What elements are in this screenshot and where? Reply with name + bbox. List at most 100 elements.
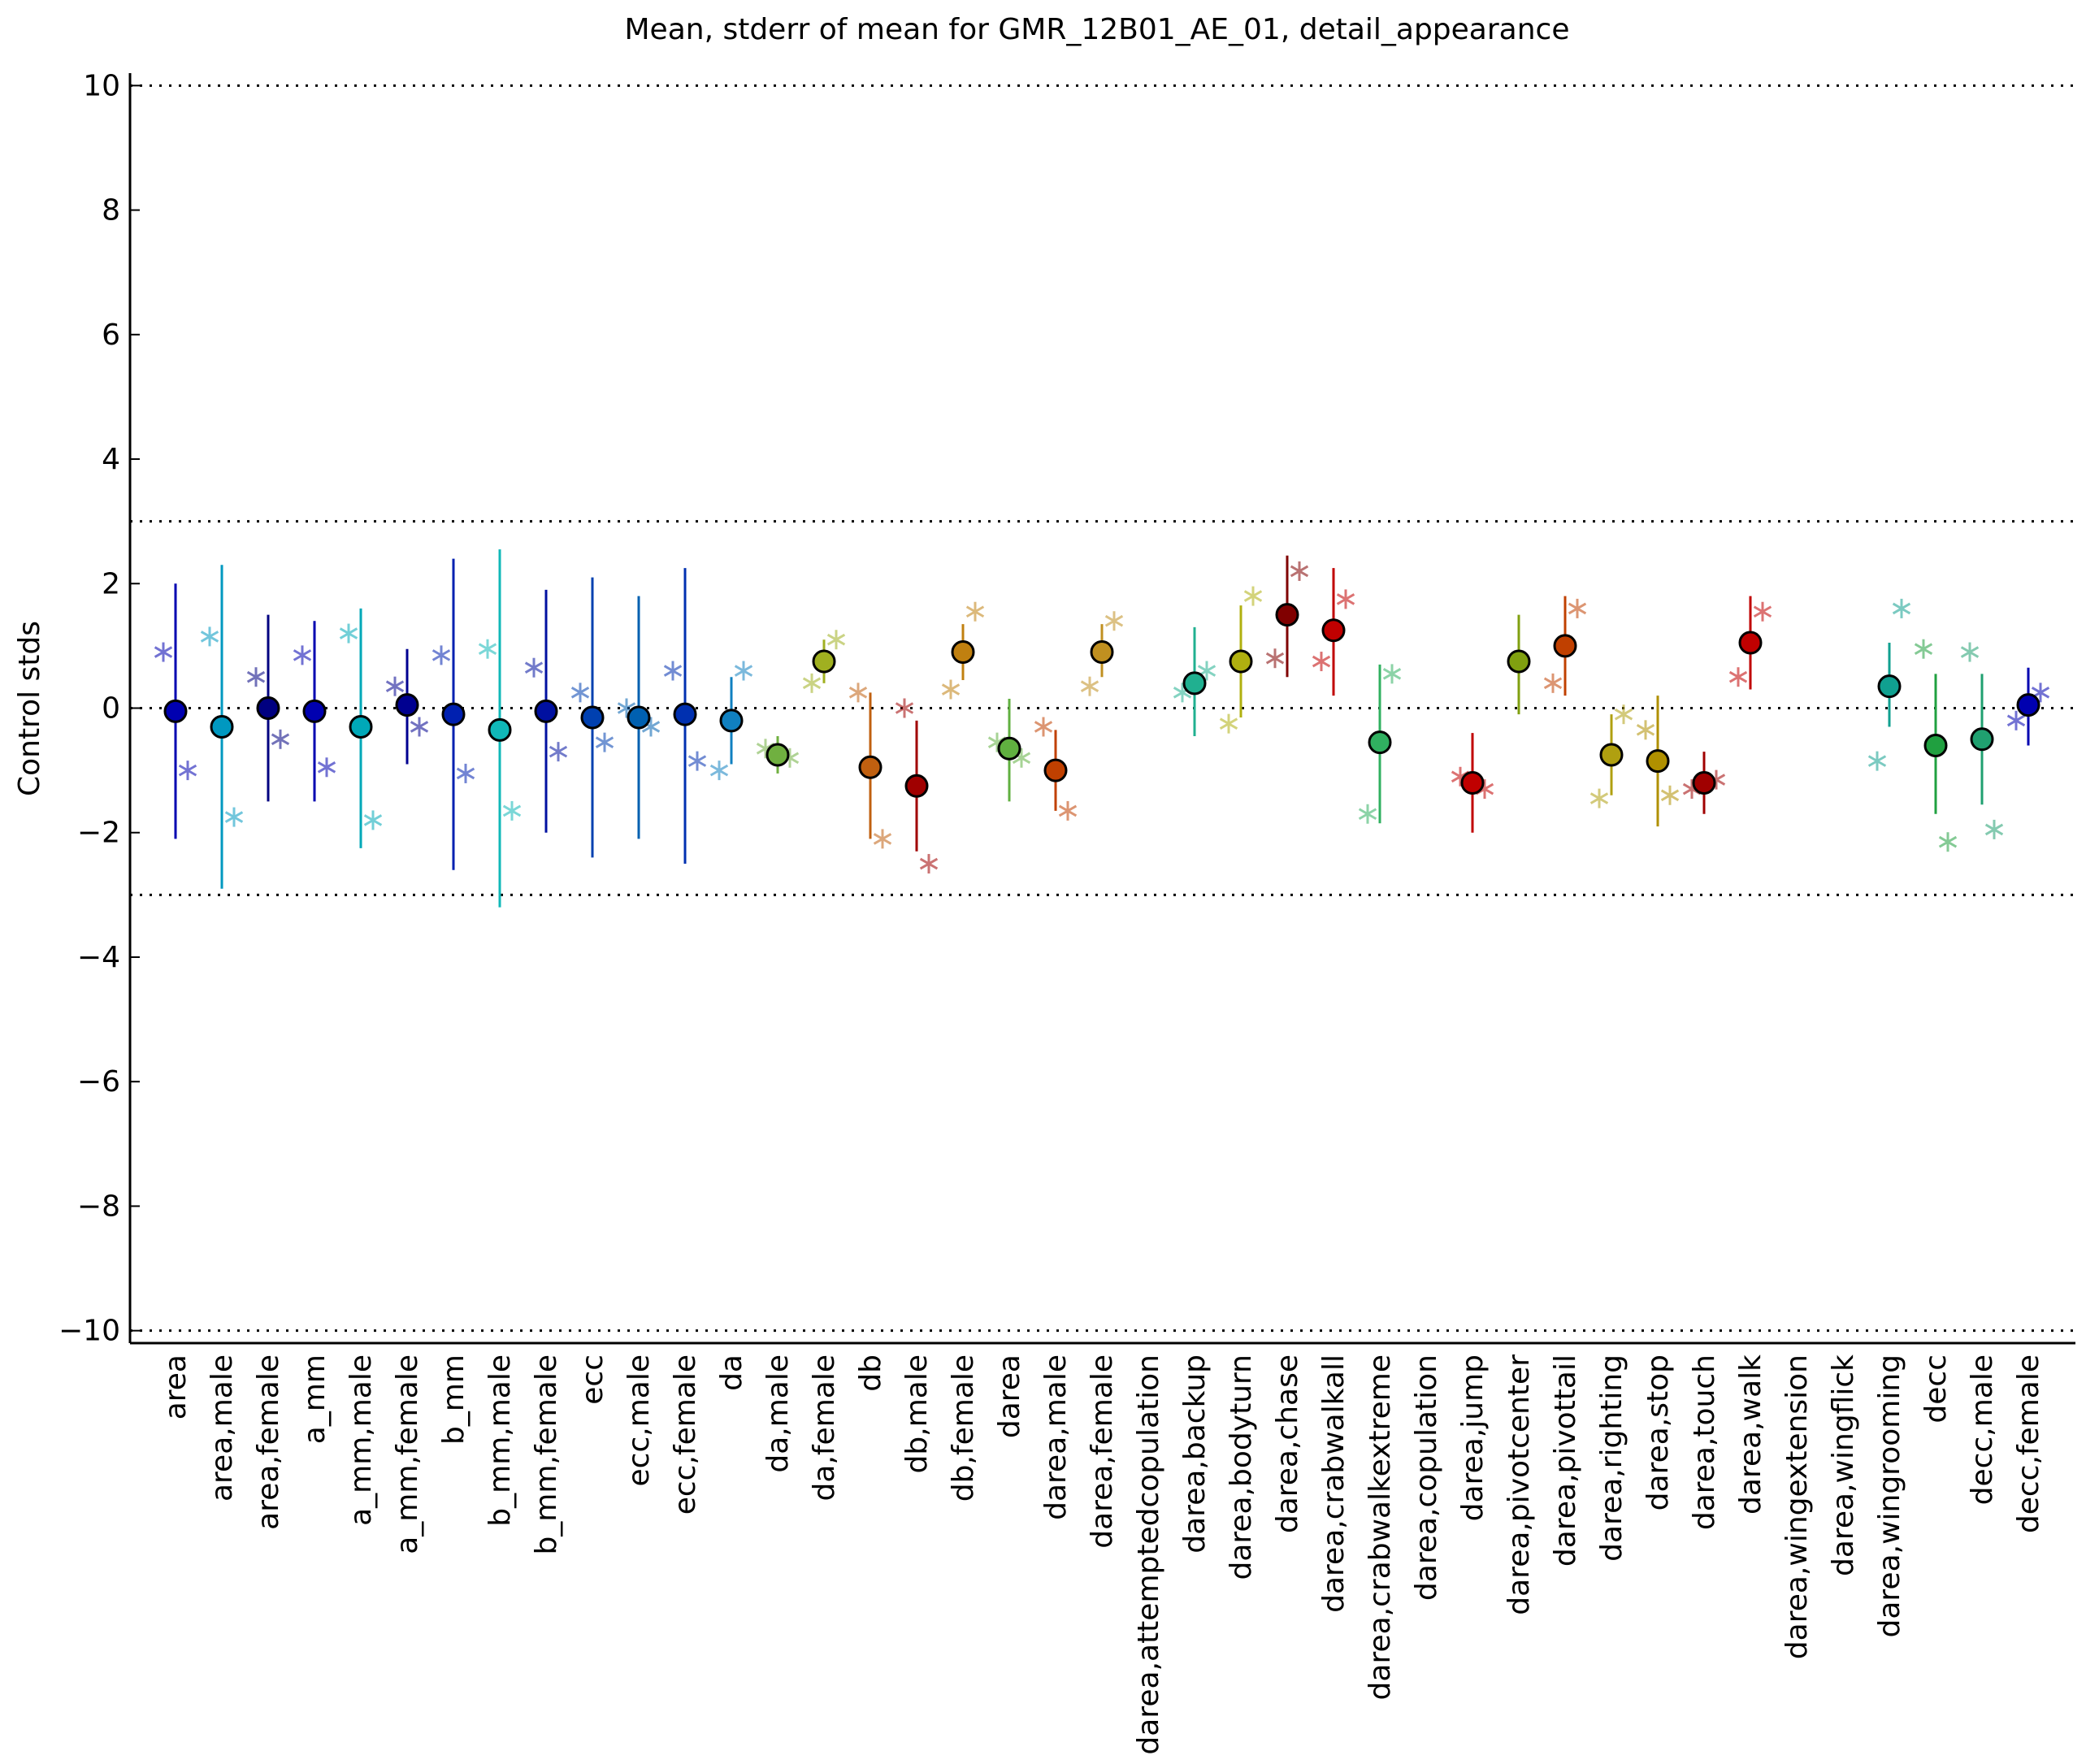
- asterisk-marker: [339, 623, 358, 644]
- y-tick-label: 0: [102, 692, 120, 726]
- x-tick-label: da,female: [808, 1354, 841, 1501]
- y-tick-label: 6: [102, 319, 120, 352]
- mean-marker: [1599, 743, 1624, 767]
- y-tick-label: 4: [102, 443, 120, 476]
- asterisk-marker: [595, 732, 614, 752]
- asterisk-marker: [154, 642, 173, 662]
- asterisk-marker: [549, 742, 568, 762]
- mean-marker: [2016, 693, 2040, 717]
- mean-marker: [488, 717, 512, 742]
- x-tick-label: decc,male: [1966, 1354, 1999, 1505]
- mean-marker: [1970, 727, 1994, 752]
- asterisk-marker: [246, 667, 266, 687]
- asterisk-marker: [1960, 642, 1980, 662]
- x-tick-label: darea,wingextension: [1780, 1354, 1814, 1659]
- asterisk-marker: [502, 800, 522, 821]
- mean-marker: [997, 736, 1021, 761]
- asterisk-marker: [1614, 704, 1633, 725]
- x-tick-label: darea,touch: [1688, 1354, 1721, 1530]
- chart-title: Mean, stderr of mean for GMR_12B01_AE_01…: [624, 13, 1569, 46]
- x-tick-label: a_mm,male: [345, 1354, 378, 1526]
- x-tick-label: darea,crabwalkall: [1317, 1354, 1351, 1613]
- x-tick-label: b_mm,female: [530, 1354, 563, 1555]
- x-tick-label: a_mm,female: [391, 1354, 424, 1554]
- mean-marker: [951, 640, 975, 665]
- x-tick-label: darea,crabwalkextreme: [1364, 1354, 1397, 1700]
- x-tick-label: da,male: [761, 1354, 795, 1473]
- y-tick-label: −2: [77, 817, 120, 850]
- x-tick-label: darea,wingrooming: [1873, 1354, 1906, 1638]
- asterisk-marker: [848, 683, 868, 703]
- x-tick-label: darea: [993, 1354, 1026, 1438]
- y-tick-label: −8: [77, 1190, 120, 1223]
- mean-marker: [1877, 674, 1902, 699]
- mean-marker: [1043, 758, 1068, 782]
- asterisk-marker: [363, 810, 383, 830]
- y-tick-label: 10: [83, 69, 120, 102]
- x-tick-label: area,male: [206, 1354, 239, 1502]
- asterisk-marker: [1753, 601, 1772, 622]
- mean-marker: [1460, 770, 1485, 795]
- asterisk-marker: [1336, 589, 1355, 609]
- x-tick-label: darea,chase: [1271, 1354, 1304, 1533]
- asterisk-marker: [1984, 819, 2004, 839]
- asterisk-marker: [1312, 652, 1331, 672]
- mean-marker: [256, 696, 280, 720]
- mean-marker: [1275, 603, 1299, 627]
- asterisk-marker: [919, 854, 939, 874]
- y-axis-label: Control stds: [13, 621, 46, 796]
- mean-marker: [1692, 770, 1716, 795]
- asterisk-marker: [826, 630, 846, 650]
- asterisk-marker: [1219, 713, 1238, 734]
- mean-marker: [441, 702, 466, 726]
- mean-marker: [1923, 733, 1948, 757]
- asterisk-marker: [478, 639, 497, 659]
- mean-marker: [302, 699, 327, 723]
- asterisk-marker: [941, 679, 961, 700]
- mean-marker: [534, 699, 558, 723]
- mean-marker: [812, 649, 836, 674]
- x-tick-label: darea,pivotcenter: [1503, 1354, 1536, 1615]
- mean-marker: [1090, 640, 1114, 665]
- x-tick-label: darea,righting: [1595, 1354, 1628, 1562]
- mean-marker: [719, 709, 744, 733]
- x-tick-label: area: [159, 1354, 193, 1419]
- asterisk-marker: [709, 761, 729, 781]
- asterisk-marker: [802, 673, 822, 693]
- asterisk-marker: [178, 761, 197, 781]
- x-tick-label: decc: [1919, 1354, 1953, 1424]
- mean-marker: [580, 705, 605, 730]
- asterisk-marker: [456, 763, 475, 783]
- x-tick-label: darea,stop: [1641, 1354, 1675, 1510]
- mean-marker: [1646, 749, 1670, 774]
- x-tick-label: darea,backup: [1178, 1354, 1212, 1554]
- asterisk-marker: [1080, 676, 1099, 696]
- mean-marker: [1182, 671, 1207, 696]
- mean-marker: [210, 714, 234, 739]
- asterisk-marker: [524, 657, 544, 678]
- asterisk-marker: [1589, 788, 1609, 808]
- x-tick-label: darea,copulation: [1410, 1354, 1443, 1601]
- asterisk-marker: [1660, 785, 1680, 805]
- x-tick-label: db,female: [947, 1354, 980, 1502]
- asterisk-marker: [1290, 561, 1309, 581]
- x-tick-label: da: [715, 1354, 748, 1391]
- mean-marker: [349, 714, 373, 739]
- asterisk-marker: [1636, 720, 1655, 740]
- asterisk-marker: [1382, 664, 1402, 684]
- mean-marker: [1368, 730, 1392, 755]
- asterisk-marker: [1568, 598, 1587, 618]
- x-tick-label: ecc,male: [622, 1354, 656, 1486]
- x-tick-label: darea,attemptedcopulation: [1132, 1354, 1165, 1755]
- asterisk-marker: [200, 626, 219, 647]
- x-tick-label: darea,wingflick: [1827, 1354, 1860, 1576]
- asterisk-marker: [1034, 717, 1053, 737]
- asterisk-marker: [1243, 586, 1263, 606]
- asterisk-marker: [895, 698, 914, 718]
- x-tick-label: darea,pivottail: [1549, 1354, 1582, 1567]
- mean-marker: [1507, 649, 1531, 674]
- mean-marker: [1553, 634, 1577, 658]
- asterisk-marker: [1914, 639, 1933, 659]
- x-tick-label: db,male: [900, 1354, 934, 1473]
